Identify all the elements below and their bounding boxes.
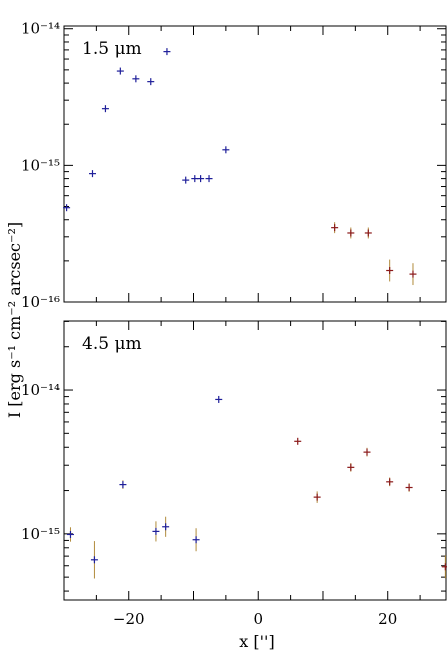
data-point	[182, 176, 190, 184]
data-point	[313, 491, 321, 503]
x-tick-label: −20	[113, 610, 145, 628]
y-axis-label: I [erg s⁻¹ cm⁻² arcsec⁻²]	[5, 222, 24, 418]
y-tick-label: 10⁻¹⁶	[21, 293, 60, 311]
data-point	[386, 259, 394, 282]
data-point	[441, 555, 447, 579]
data-point	[119, 480, 127, 489]
data-point	[215, 395, 223, 403]
y-tick-label: 10⁻¹⁵	[21, 525, 60, 543]
y-tick-label: 10⁻¹⁵	[21, 156, 60, 174]
data-point	[66, 527, 74, 542]
data-point	[197, 175, 205, 183]
data-point	[347, 463, 355, 472]
data-point	[152, 521, 160, 542]
panel-4-5um: 10⁻¹⁴ 10⁻¹⁵ 4.5 μm	[21, 320, 447, 601]
x-tick-label: 0	[253, 610, 263, 628]
data-point	[63, 204, 71, 212]
data-point	[363, 447, 371, 457]
data-point	[116, 67, 124, 75]
data-point	[132, 75, 140, 83]
plot-frame	[63, 320, 447, 601]
data-point	[386, 477, 394, 487]
data-point	[409, 263, 417, 286]
panel-label: 1.5 μm	[82, 39, 142, 59]
y-tick-label: 10⁻¹⁴	[21, 381, 60, 399]
data-point	[405, 483, 413, 492]
data-point	[192, 528, 200, 552]
data-point	[331, 222, 339, 234]
x-tick-label: 20	[378, 610, 397, 628]
data-point	[101, 105, 109, 113]
data-point	[163, 48, 171, 56]
data-point	[222, 146, 230, 154]
plot-frame	[63, 25, 447, 303]
data-point	[347, 227, 355, 239]
panel-label: 4.5 μm	[82, 334, 142, 354]
data-point	[162, 516, 170, 537]
data-point	[205, 175, 213, 183]
panel-1-5um: 10⁻¹⁴ 10⁻¹⁵ 10⁻¹⁶ 1.5 μm	[21, 20, 447, 311]
data-point	[294, 437, 302, 445]
y-tick-label: 10⁻¹⁴	[21, 20, 60, 38]
x-axis-label: x ['']	[239, 632, 274, 651]
data-point	[147, 78, 155, 86]
data-point	[364, 227, 372, 239]
data-point	[90, 541, 98, 579]
data-point	[88, 170, 96, 178]
